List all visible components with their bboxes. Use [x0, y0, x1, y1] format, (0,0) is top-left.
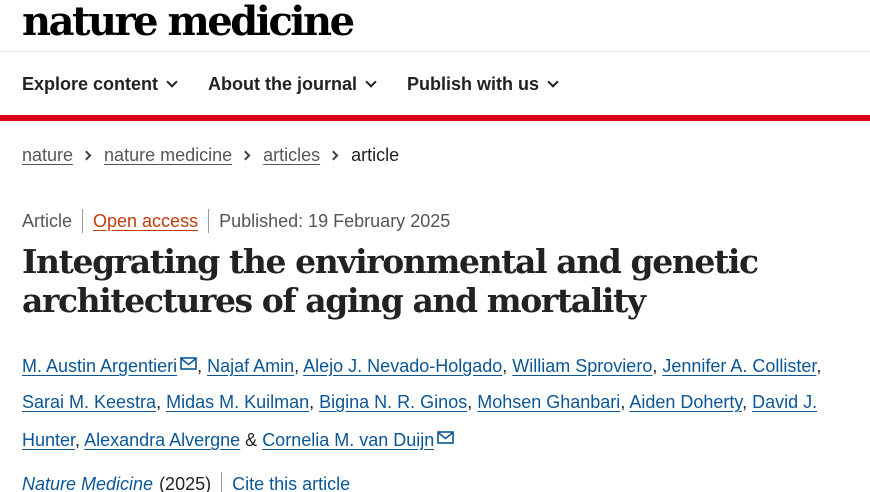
- nav-item-label: Publish with us: [407, 73, 540, 94]
- breadcrumb: nature nature medicine articles article: [22, 145, 399, 166]
- chevron-down-icon: [365, 75, 377, 88]
- citation-line: Nature Medicine (2025) Cite this article: [22, 472, 350, 492]
- meta-divider: [221, 472, 223, 492]
- site-masthead: nature medicine: [0, 0, 870, 52]
- meta-divider: [208, 209, 210, 233]
- journal-logo[interactable]: nature medicine: [22, 0, 355, 45]
- chevron-down-icon: [547, 75, 559, 88]
- breadcrumb-link-nature-medicine[interactable]: nature medicine: [104, 145, 233, 165]
- article-type: Article: [22, 210, 73, 231]
- published-date: Published: 19 February 2025: [219, 210, 451, 231]
- author-link[interactable]: Jennifer A. Collister: [662, 356, 817, 376]
- article-title: Integrating the environmental and geneti…: [22, 242, 759, 320]
- mail-icon[interactable]: [180, 346, 197, 382]
- author-link[interactable]: Mohsen Ghanbari: [477, 392, 621, 412]
- author-link[interactable]: Alejo J. Nevado-Holgado: [303, 356, 503, 376]
- author-list: M. Austin Argentieri, Najaf Amin, Alejo …: [22, 346, 862, 458]
- nav-publish-with-us[interactable]: Publish with us: [407, 73, 559, 95]
- breadcrumb-link-articles[interactable]: articles: [263, 145, 321, 165]
- breadcrumb-current: article: [351, 145, 400, 165]
- main-nav: Explore content About the journal Publis…: [0, 53, 870, 115]
- author-link[interactable]: William Sproviero: [512, 356, 653, 376]
- chevron-right-icon: [328, 150, 339, 161]
- chevron-right-icon: [240, 150, 251, 161]
- author-link[interactable]: Alexandra Alvergne: [84, 430, 241, 450]
- author-link[interactable]: Najaf Amin: [207, 356, 295, 376]
- author-link[interactable]: Aiden Doherty: [629, 392, 743, 412]
- article-meta: Article Open access Published: 19 Februa…: [22, 209, 450, 233]
- author-link[interactable]: David J. Hunter: [22, 392, 818, 450]
- journal-name[interactable]: Nature Medicine: [22, 473, 154, 492]
- author-link[interactable]: Cornelia M. van Duijn: [262, 430, 435, 450]
- author-link[interactable]: M. Austin Argentieri: [22, 356, 178, 376]
- cite-this-article-link[interactable]: Cite this article: [232, 473, 351, 492]
- accent-divider: [0, 115, 870, 121]
- mail-icon[interactable]: [437, 420, 455, 456]
- nav-explore-content[interactable]: Explore content: [22, 73, 178, 95]
- author-link[interactable]: Bigina N. R. Ginos: [319, 392, 468, 412]
- nav-item-label: Explore content: [22, 73, 159, 94]
- author-joiner: &: [240, 430, 263, 450]
- nav-item-label: About the journal: [208, 73, 358, 94]
- open-access-link[interactable]: Open access: [93, 210, 199, 231]
- nav-about-journal[interactable]: About the journal: [208, 73, 377, 95]
- author-link[interactable]: Sarai M. Keestra: [22, 392, 157, 412]
- chevron-down-icon: [166, 75, 178, 88]
- chevron-right-icon: [81, 150, 92, 161]
- breadcrumb-link-nature[interactable]: nature: [22, 145, 74, 165]
- meta-divider: [82, 209, 84, 233]
- citation-year: (2025): [159, 473, 212, 492]
- author-link[interactable]: Midas M. Kuilman: [166, 392, 310, 412]
